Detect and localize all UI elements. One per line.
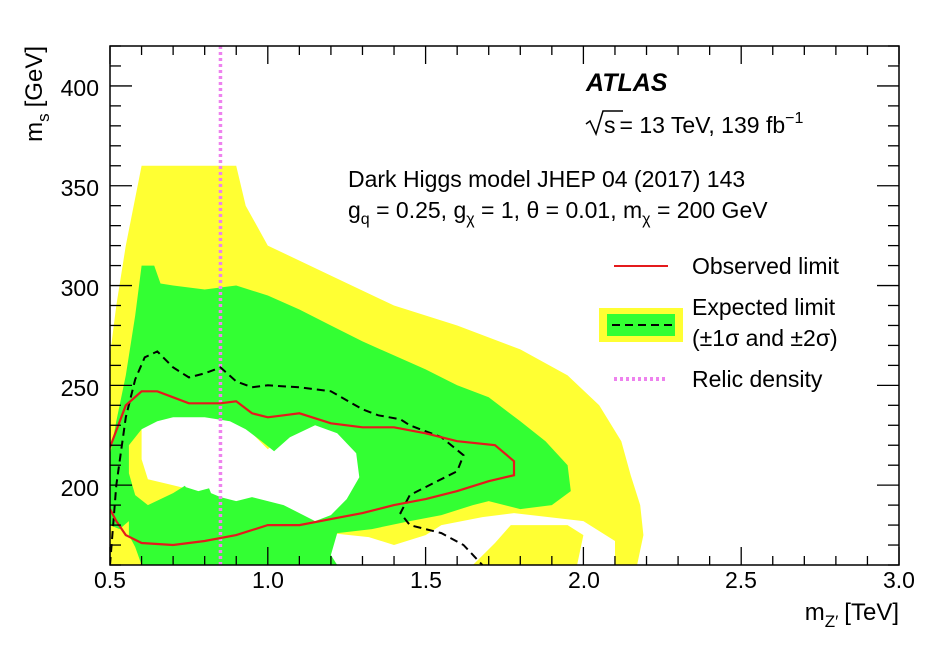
y-tick-label: 400 (61, 75, 99, 101)
y-axis-title-main: m (21, 122, 48, 142)
y-tick-label: 350 (61, 175, 99, 201)
model-label: Dark Higgs model JHEP 04 (2017) 143 (348, 166, 745, 192)
band-1sigma (110, 265, 571, 565)
x-axis-title-unit: [TeV] (844, 599, 899, 626)
legend: Observed limit Expected limit (±1σ and ±… (599, 253, 840, 392)
x-tick-label: 2.0 (568, 567, 600, 593)
energy-exponent: −1 (785, 110, 803, 127)
y-axis-title: ms [GeV] (21, 46, 53, 142)
x-axis-title-main: m (805, 599, 825, 626)
x-tick-label: 0.5 (94, 567, 126, 593)
energy-label: s = 13 TeV, 139 fb−1 (585, 110, 803, 138)
energy-text: s = 13 TeV, 139 fb−1 (604, 110, 803, 138)
legend-expected-sublabel: (±1σ and ±2σ) (692, 325, 838, 351)
y-tick-label: 250 (61, 375, 99, 401)
white-region (147, 447, 167, 476)
y-tick-label: 200 (61, 475, 99, 501)
sqrt-symbol-icon (585, 110, 623, 137)
legend-expected-label: Expected limit (692, 294, 836, 320)
x-tick-label: 3.0 (883, 567, 915, 593)
x-tick-label: 2.5 (725, 567, 757, 593)
axis-ticks (109, 45, 900, 566)
param-mchi-sub: χ (642, 211, 651, 228)
model-parameters: gq = 0.25, gχ = 1, θ = 0.01, mχ = 200 Ge… (348, 197, 768, 228)
y-axis-title-sub: s (34, 113, 53, 122)
y-axis-title-unit: [GeV] (21, 46, 48, 107)
x-tick-label: 1.5 (410, 567, 442, 593)
param-gchi-value: = 1, θ = 0.01, m (475, 197, 643, 223)
limit-bands (110, 165, 644, 565)
x-axis-title-sub: Z′ (825, 612, 839, 631)
x-axis-title: mZ′ [TeV] (805, 599, 899, 631)
param-mchi-value: = 200 GeV (651, 197, 769, 223)
legend-observed-label: Observed limit (692, 253, 840, 279)
x-tick-labels: 0.5 1.0 1.5 2.0 2.5 3.0 (94, 567, 915, 593)
param-gq-sub: q (361, 211, 370, 228)
energy-value: = 13 TeV, 139 fb (620, 112, 786, 138)
expected-limit-line (110, 350, 484, 565)
limit-lines (110, 46, 516, 565)
observed-limit-line (110, 390, 516, 547)
experiment-label: ATLAS (585, 69, 668, 97)
param-gq-value: = 0.25, g (370, 197, 467, 223)
energy-sqrt-arg: s (604, 112, 616, 138)
y-tick-label: 300 (61, 275, 99, 301)
param-gq: g (348, 197, 361, 223)
x-tick-label: 1.0 (252, 567, 284, 593)
y-tick-labels: 200 250 300 350 400 (61, 75, 99, 501)
legend-relic-label: Relic density (692, 366, 823, 392)
param-gchi-sub: χ (466, 211, 475, 228)
